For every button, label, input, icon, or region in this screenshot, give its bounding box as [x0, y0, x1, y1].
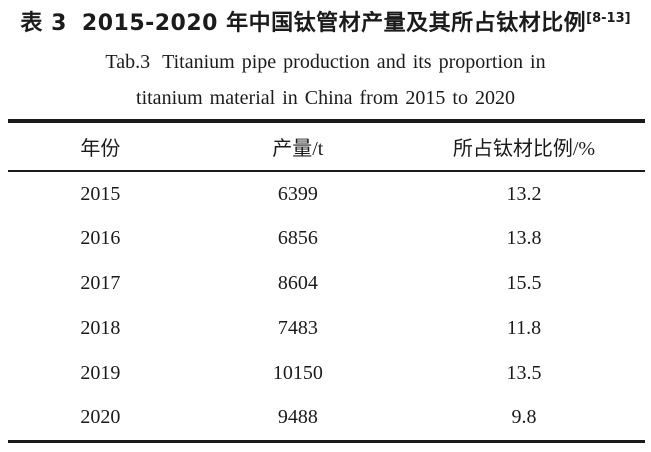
table-cell-production: 6399	[277, 182, 318, 205]
table-row: 2015 6399 13.2	[8, 171, 645, 216]
table-cell-year: 2020	[80, 406, 121, 429]
table-number-zh: 表 3	[20, 11, 67, 36]
table-row: 2016 6856 13.8	[8, 216, 645, 261]
reference-superscript: [8-13]	[586, 11, 631, 26]
table-row: 2017 8604 15.5	[8, 261, 645, 306]
table-caption-zh: 表 3 2015-2020 年中国钛管材产量及其所占钛材比例[8-13]	[0, 6, 651, 37]
table-cell-production: 6856	[277, 227, 318, 249]
table-cell-production: 7483	[277, 317, 318, 339]
table-cell-year: 2018	[80, 317, 121, 339]
table-cell-year: 2015	[80, 182, 121, 205]
table-number-en: Tab.3	[105, 51, 151, 73]
table-cell-year: 2016	[80, 227, 121, 249]
table-cell-production: 8604	[277, 272, 318, 294]
data-table: 年份 产量/t 所占钛材比例/% 2015 6399 13.2 2016 685…	[8, 119, 645, 443]
table-row: 2020 9488 9.8	[8, 396, 645, 441]
table-title-en-line2: titanium material in China from 2015 to …	[136, 87, 515, 109]
table-title-en-line1: Titanium pipe production and its proport…	[162, 51, 546, 73]
table-cell-proportion: 15.5	[506, 272, 542, 294]
table-cell-production: 10150	[272, 362, 323, 384]
table-header-row: 年份 产量/t 所占钛材比例/%	[8, 121, 645, 171]
table-cell-production: 9488	[277, 406, 318, 429]
table-caption-en-line2: titanium material in China from 2015 to …	[0, 86, 651, 111]
column-header-proportion: 所占钛材比例/%	[452, 138, 596, 160]
table-title-zh: 2015-2020 年中国钛管材产量及其所占钛材比例	[81, 11, 587, 36]
table-cell-proportion: 11.8	[506, 317, 542, 339]
table-cell-proportion: 13.8	[506, 227, 542, 249]
column-header-production: 产量/t	[272, 138, 324, 160]
table-row: 2019 10150 13.5	[8, 351, 645, 396]
table-cell-proportion: 13.2	[506, 182, 542, 205]
table-caption-en-line1: Tab.3 Titanium pipe production and its pr…	[0, 50, 651, 75]
table-cell-proportion: 13.5	[506, 362, 542, 384]
table-cell-year: 2017	[80, 272, 121, 294]
table-cell-proportion: 9.8	[511, 406, 537, 429]
table-cell-year: 2019	[80, 362, 121, 384]
column-header-year: 年份	[80, 138, 121, 160]
table-row: 2018 7483 11.8	[8, 306, 645, 351]
